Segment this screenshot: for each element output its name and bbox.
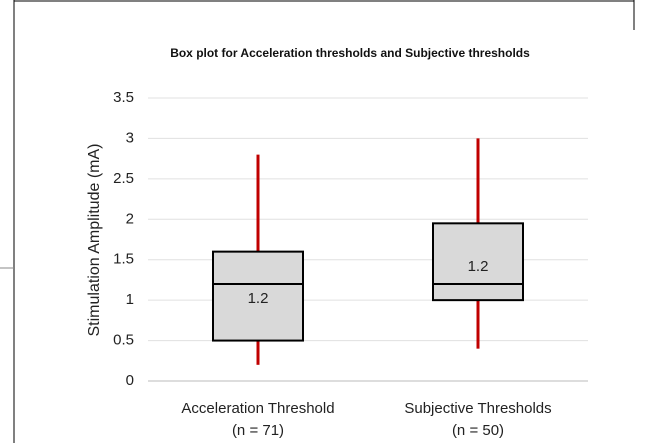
median-label: 1.2 [248,290,269,307]
y-tick-label: 2.5 [113,170,134,187]
y-tick-label: 1 [126,291,134,308]
y-axis-label: Stimulation Amplitude (mA) [86,144,103,337]
median-label: 1.2 [468,258,489,275]
y-tick-label: 3 [126,129,134,146]
y-tick-label: 2 [126,210,134,227]
chart-title: Box plot for Acceleration thresholds and… [170,46,530,60]
box [212,250,304,342]
box [432,222,524,302]
y-tick-label: 0 [126,372,134,389]
x-tick-label: Acceleration Threshold [181,400,334,417]
x-tick-note: (n = 71) [232,422,284,439]
x-tick-note: (n = 50) [452,422,504,439]
y-tick-label: 0.5 [113,332,134,349]
x-tick-label: Subjective Thresholds [404,400,551,417]
y-tick-label: 1.5 [113,251,134,268]
y-tick-label: 3.5 [113,89,134,106]
